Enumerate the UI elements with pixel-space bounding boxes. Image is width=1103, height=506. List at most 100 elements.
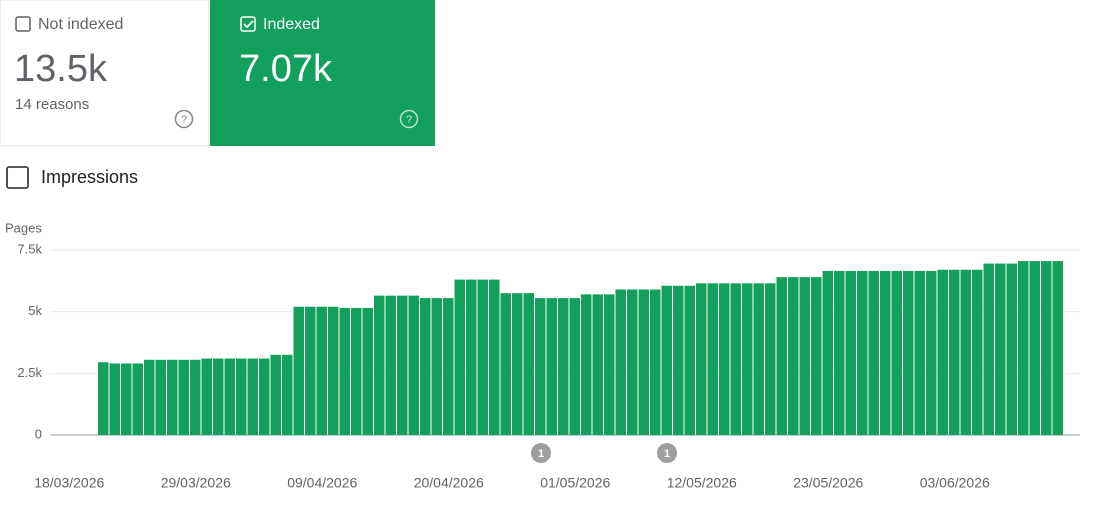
bar [1018,261,1029,435]
bar [845,270,856,435]
card[interactable] [0,0,210,147]
svg-text:?: ? [406,114,412,126]
bar [431,298,442,435]
y-tick-label: 2.5k [17,365,42,380]
bar [949,269,960,435]
bar [638,289,649,435]
card-detail: 14 reasons [15,96,89,113]
bar [742,283,753,435]
bar [98,362,109,435]
x-tick-label: 12/05/2026 [667,475,737,491]
checkbox[interactable] [240,16,256,32]
bar [385,295,396,435]
bar [592,294,603,435]
bar [799,277,810,435]
bar [960,269,971,435]
bar [1006,263,1017,435]
bar [707,283,718,435]
bar [282,354,293,435]
bar [581,294,592,435]
bar [408,295,419,435]
bar [972,269,983,435]
checkbox[interactable] [15,16,31,32]
bar [569,298,580,435]
bar [454,279,465,435]
bar [178,359,189,435]
bar [144,359,155,435]
check [243,20,254,29]
bar [627,289,638,435]
annotation-label: 1 [664,448,670,460]
toggle-label[interactable]: Impressions [41,167,138,187]
bar [224,358,235,435]
bar [374,295,385,435]
bar [339,307,350,435]
y-axis-label: Pages [5,220,42,235]
bar [305,306,316,435]
bar [661,285,672,435]
bar [834,270,845,435]
bar [270,354,281,435]
bar [489,279,500,435]
bar [213,358,224,435]
x-tick-label: 09/04/2026 [287,475,357,491]
x-tick-label: 01/05/2026 [540,475,610,491]
help-icon[interactable]: ? [399,109,419,129]
bar [857,270,868,435]
y-tick-label: 0 [35,426,42,441]
bar [650,289,661,435]
bar [466,279,477,435]
bar [247,358,258,435]
x-tick-label: 18/03/2026 [34,475,104,491]
bar [500,293,511,435]
bar [477,279,488,435]
bar [914,270,925,435]
annotation[interactable]: 1 [657,443,677,463]
bar [719,283,730,435]
bar [155,359,166,435]
card[interactable] [210,0,435,146]
bar [109,363,120,435]
x-tick-label: 23/05/2026 [793,475,863,491]
bar [926,270,937,435]
annotation[interactable]: 1 [531,443,551,463]
bar [420,298,431,435]
card-label: Indexed [263,16,320,33]
bar [696,283,707,435]
bar [730,283,741,435]
help-icon[interactable]: ? [174,109,194,129]
y-tick-label: 5k [28,303,42,318]
bar [753,283,764,435]
bar [328,306,339,435]
bar [523,293,534,435]
bar [190,359,201,435]
bar [995,263,1006,435]
card-value: 13.5k [14,48,108,90]
bar [535,298,546,435]
bar [811,277,822,435]
bar [201,358,212,435]
checkbox[interactable] [6,166,29,189]
bar [167,359,178,435]
bar [776,277,787,435]
bar [121,363,132,435]
bar [868,270,879,435]
bar [788,277,799,435]
bar [604,294,615,435]
bar [546,298,557,435]
bar [684,285,695,435]
bar [397,295,408,435]
bar [316,306,327,435]
bar [615,289,626,435]
bar [1029,261,1040,435]
bar [891,270,902,435]
bar [983,263,994,435]
bar [362,307,373,435]
x-tick-label: 03/06/2026 [920,475,990,491]
bar [822,270,833,435]
y-tick-label: 7.5k [17,241,42,256]
bar [512,293,523,435]
bar [558,298,569,435]
bar [293,306,304,435]
